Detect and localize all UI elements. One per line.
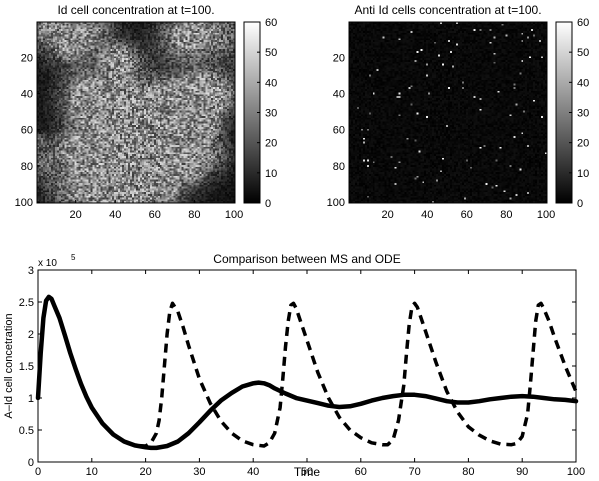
colorbar-tick-label: 0 xyxy=(577,198,583,210)
colorbar: 0 10 20 30 40 50 60 xyxy=(243,17,277,210)
y-tick-label: 1.5 xyxy=(19,361,34,373)
y-tick-label: 20 xyxy=(333,52,345,64)
x-tick-label: 60 xyxy=(461,209,473,221)
x-tick-label: 70 xyxy=(408,466,420,478)
y-tick-label: 0.5 xyxy=(19,425,34,437)
series-line-2 xyxy=(36,295,578,448)
y-tick-label: 3 xyxy=(28,265,34,277)
heatmap-x-ticks: 20 40 60 80 100 xyxy=(69,200,243,221)
colorbar: 0 10 20 30 40 50 60 xyxy=(555,17,589,210)
x-tick-label: 0 xyxy=(35,466,41,478)
heatmap-title: Anti Id cells concentration at t=100. xyxy=(354,3,541,17)
y-tick-label: 80 xyxy=(333,161,345,173)
heatmap-y-ticks: 20 40 60 80 100 xyxy=(327,52,352,209)
x-axis-ticks: 0 10 20 30 40 50 60 70 80 90 100 xyxy=(35,270,585,478)
y-axis-label: A–Id cell concetration xyxy=(3,313,15,418)
colorbar-tick-label: 50 xyxy=(265,47,277,59)
heatmap-anti-id-cells: Anti Id cells concentration at t=100. 20… xyxy=(327,3,590,221)
x-tick-label: 100 xyxy=(225,209,243,221)
x-tick-label: 40 xyxy=(421,209,433,221)
heatmap-id-cells: Id cell concentration at t=100. 20 40 60 80… xyxy=(15,3,278,221)
y-tick-label: 1 xyxy=(28,393,34,405)
colorbar-tick-label: 30 xyxy=(577,108,589,120)
y-axis-exponent: 5 xyxy=(71,253,76,262)
x-tick-label: 40 xyxy=(247,466,259,478)
y-tick-label: 80 xyxy=(21,161,33,173)
y-tick-label: 20 xyxy=(21,52,33,64)
colorbar-tick-label: 50 xyxy=(577,47,589,59)
colorbar-tick-label: 20 xyxy=(265,138,277,150)
colorbar-tick-label: 20 xyxy=(577,138,589,150)
y-tick-label: 40 xyxy=(21,88,33,100)
colorbar-tick-label: 30 xyxy=(265,108,277,120)
x-tick-label: 100 xyxy=(567,466,585,478)
y-tick-label: 0 xyxy=(28,457,34,469)
y-tick-label: 40 xyxy=(333,88,345,100)
x-tick-label: 20 xyxy=(381,209,393,221)
x-tick-label: 100 xyxy=(537,209,555,221)
y-tick-label: 100 xyxy=(15,197,33,209)
y-tick-label: 2.5 xyxy=(19,297,34,309)
x-tick-label: 90 xyxy=(516,466,528,478)
x-tick-label: 80 xyxy=(500,209,512,221)
colorbar-tick-label: 10 xyxy=(577,168,589,180)
colorbar-tick-label: 60 xyxy=(265,17,277,29)
line-chart-title: Comparison between MS and ODE xyxy=(213,252,400,266)
y-tick-label: 2 xyxy=(28,329,34,341)
heatmap-y-ticks: 20 40 60 80 100 xyxy=(15,52,40,209)
x-tick-label: 60 xyxy=(149,209,161,221)
line-chart: Comparison between MS and ODE 0 10 20 30 40 5… xyxy=(3,252,585,479)
x-tick-label: 60 xyxy=(355,466,367,478)
heatmap-image xyxy=(349,22,547,203)
x-tick-label: 20 xyxy=(139,466,151,478)
heatmap-image xyxy=(37,22,235,203)
colorbar-tick-label: 10 xyxy=(265,168,277,180)
x-tick-label: 80 xyxy=(462,466,474,478)
y-tick-label: 60 xyxy=(21,125,33,137)
x-tick-label: 10 xyxy=(86,466,98,478)
heatmap-frame xyxy=(36,21,236,204)
colorbar-tick-label: 40 xyxy=(577,77,589,89)
colorbar-tick-label: 60 xyxy=(577,17,589,29)
heatmap-title: Id cell concentration at t=100. xyxy=(57,3,214,17)
y-tick-label: 100 xyxy=(327,197,345,209)
series-group xyxy=(35,294,579,451)
x-axis-label: Time xyxy=(294,465,321,479)
colorbar-tick-label: 40 xyxy=(265,77,277,89)
y-tick-label: 60 xyxy=(333,125,345,137)
plot-area xyxy=(37,269,577,463)
x-tick-label: 20 xyxy=(69,209,81,221)
x-tick-label: 30 xyxy=(193,466,205,478)
y-axis-ticks: 0 0.5 1 1.5 2 2.5 3 xyxy=(19,265,576,469)
colorbar-tick-label: 0 xyxy=(265,198,271,210)
heatmap-x-ticks: 20 40 60 80 100 xyxy=(381,200,555,221)
x-tick-label: 40 xyxy=(109,209,121,221)
y-axis-multiplier: x 10 xyxy=(38,258,57,269)
x-tick-label: 50 xyxy=(301,466,313,478)
x-tick-label: 80 xyxy=(188,209,200,221)
heatmap-frame xyxy=(348,21,548,204)
